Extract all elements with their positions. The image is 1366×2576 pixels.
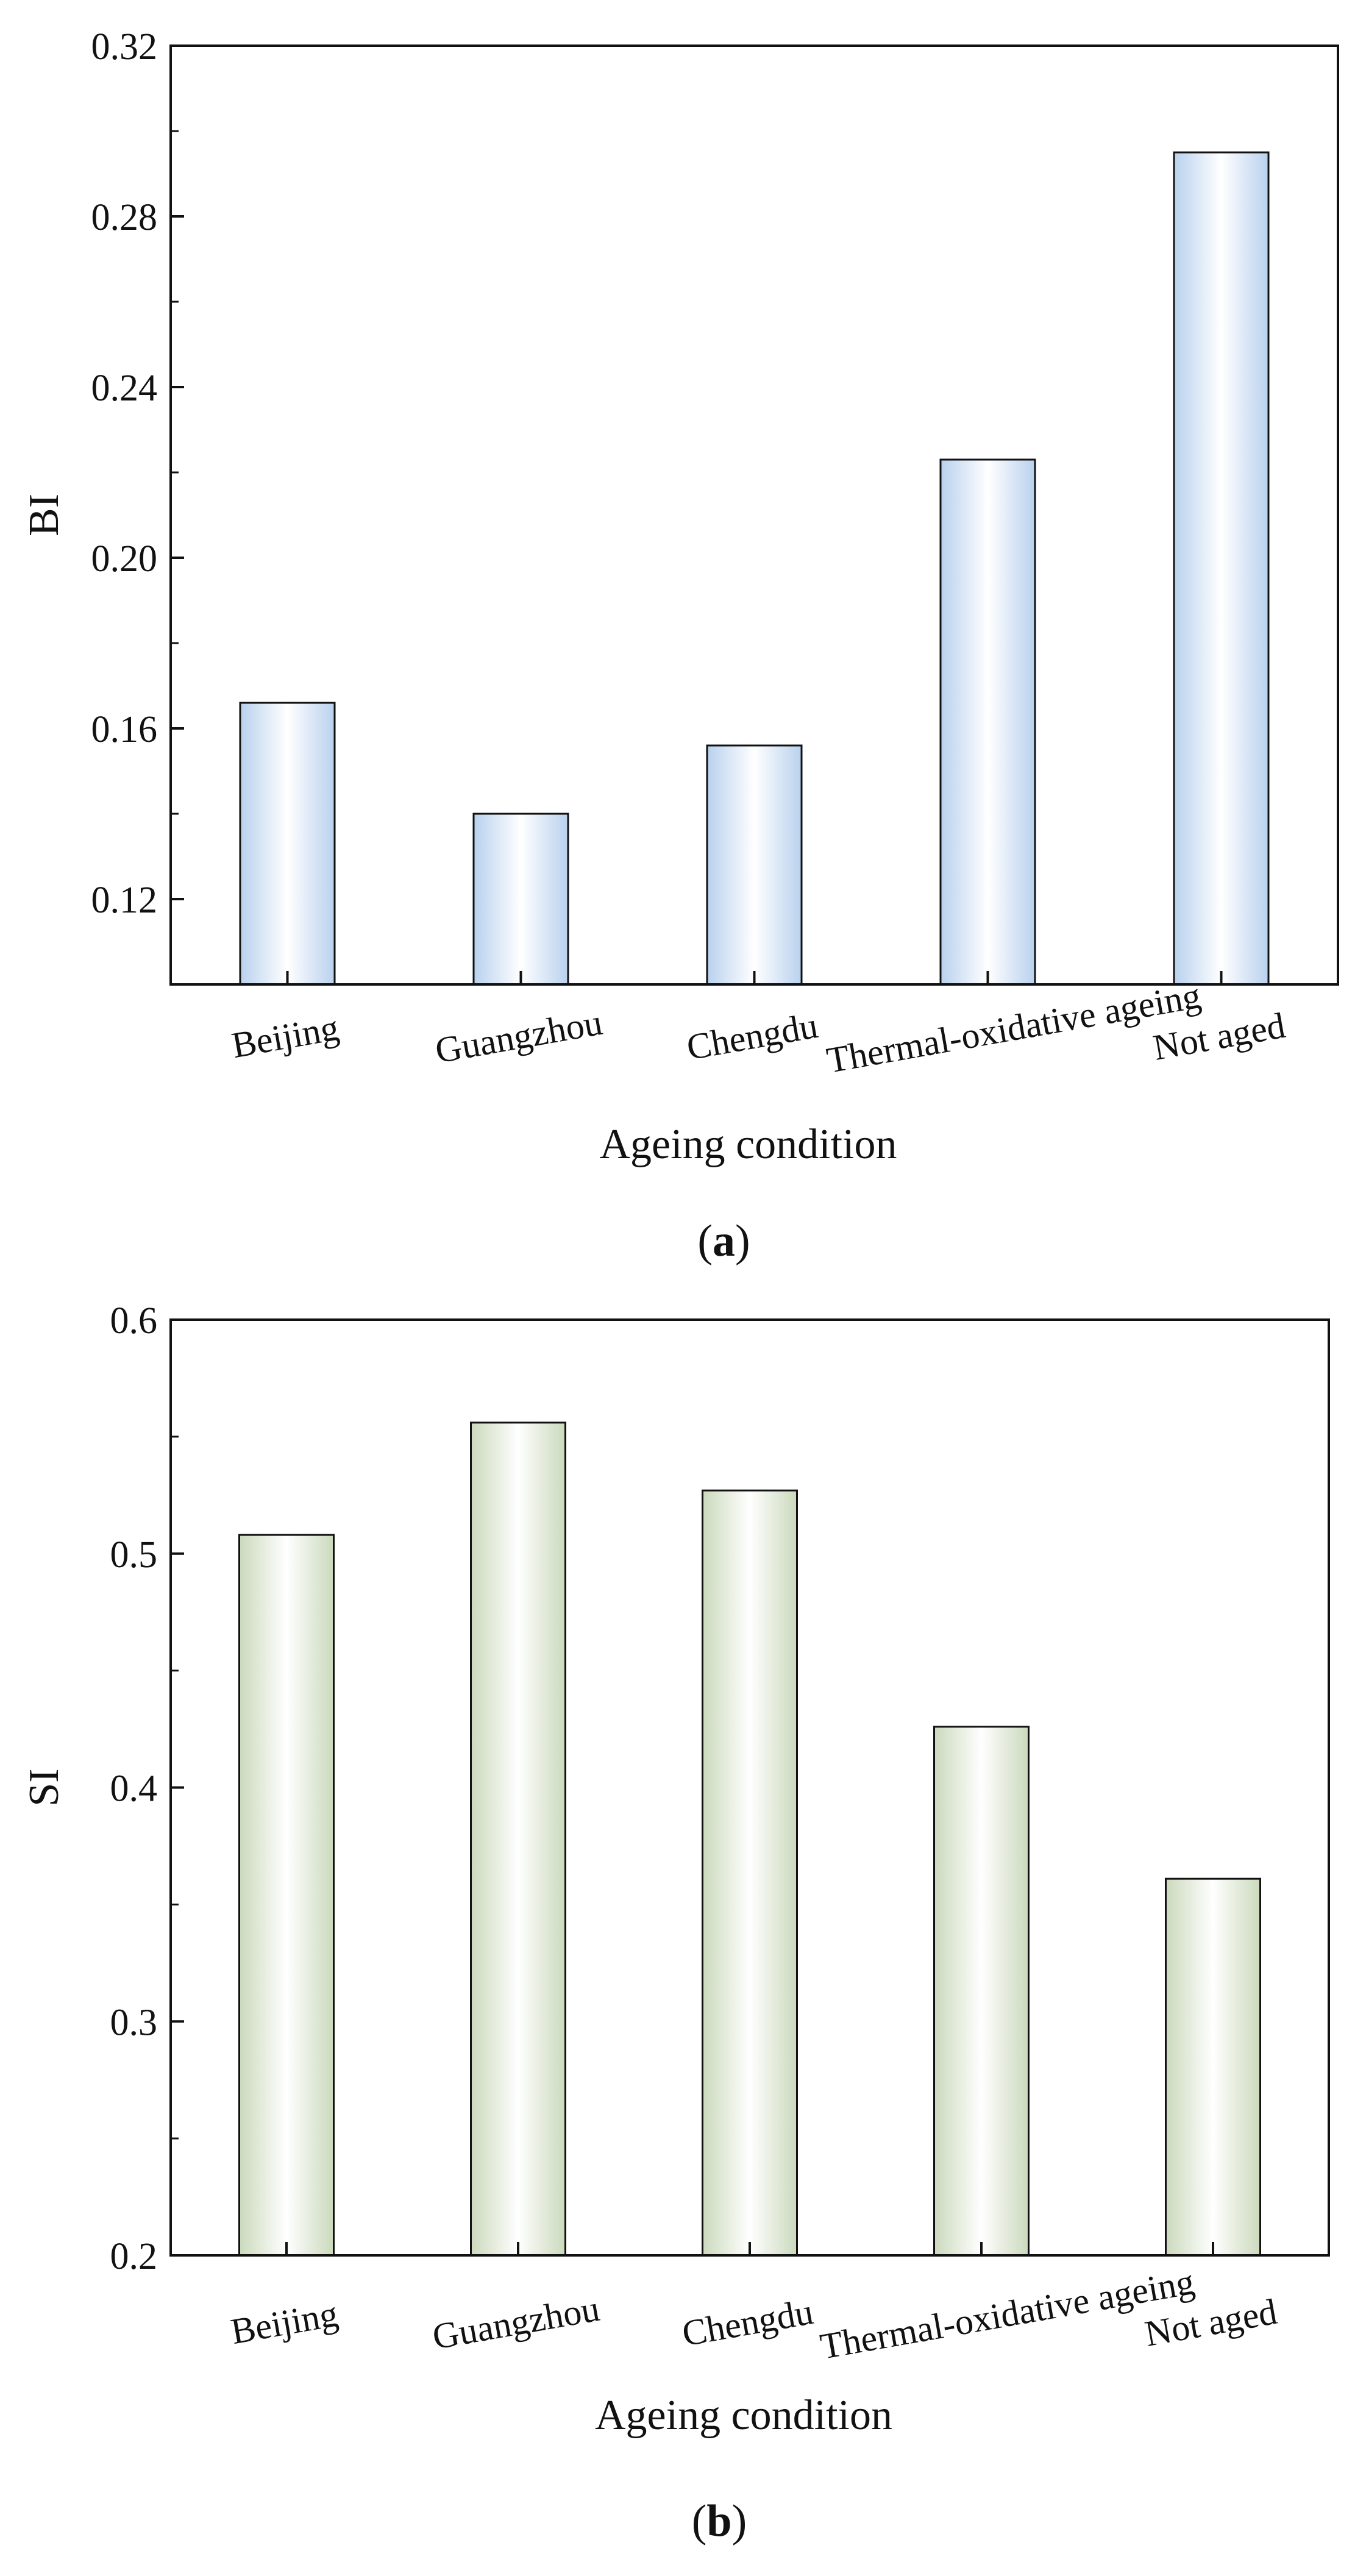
bar-chengdu bbox=[702, 1489, 798, 2257]
y-tick-label: 0.3 bbox=[110, 2002, 158, 2043]
x-tick-label: Beijing bbox=[229, 1007, 341, 1066]
y-axis-title: SI bbox=[21, 1768, 68, 1806]
x-tick-label: Chengdu bbox=[679, 2291, 816, 2354]
x-tick-label: Chengdu bbox=[684, 1005, 821, 1068]
y-tick-label: 0.24 bbox=[91, 368, 158, 409]
y-axis-title: BI bbox=[21, 494, 68, 536]
panel-letter: a bbox=[713, 1216, 735, 1266]
y-tick-label: 0.16 bbox=[91, 709, 158, 750]
y-tick-label: 0.20 bbox=[91, 538, 158, 580]
y-tick-label: 0.2 bbox=[110, 2236, 158, 2277]
y-tick-label: 0.4 bbox=[110, 1768, 158, 1810]
bar-beijing bbox=[239, 702, 336, 986]
x-tick-label: Beijing bbox=[228, 2293, 341, 2352]
bar-thermal-oxidative-ageing bbox=[939, 458, 1036, 986]
panel-caption: (a) bbox=[697, 1216, 750, 1266]
x-tick-label: Guangzhou bbox=[430, 2288, 603, 2357]
panel-caption: (b) bbox=[692, 2496, 747, 2546]
x-tick-label: Thermal-oxidative ageing bbox=[817, 2261, 1197, 2367]
chart-panel-a: 0.12 0.16 0.20 0.24 0.28 0.32 Beijing Guangzho… bbox=[21, 26, 1339, 1266]
bar-guangzhou bbox=[472, 813, 569, 986]
x-axis-title: Ageing condition bbox=[600, 1121, 897, 1168]
x-tick-label: Guangzhou bbox=[432, 1002, 605, 1071]
bar-not-aged bbox=[1173, 151, 1270, 986]
bar-chengdu bbox=[706, 744, 803, 986]
bar-beijing bbox=[238, 1534, 335, 2257]
bar-not-aged bbox=[1165, 1877, 1261, 2257]
panel-letter: b bbox=[706, 2496, 731, 2546]
x-tick-label: Thermal-oxidative ageing bbox=[824, 975, 1203, 1081]
x-axis-title: Ageing condition bbox=[595, 2392, 892, 2439]
y-tick-label: 0.28 bbox=[91, 197, 158, 238]
y-tick-label: 0.32 bbox=[91, 26, 158, 68]
bar-thermal-oxidative-ageing bbox=[933, 1726, 1030, 2257]
y-tick-label: 0.12 bbox=[91, 880, 158, 921]
bar-guangzhou bbox=[470, 1421, 566, 2257]
y-tick-label: 0.6 bbox=[110, 1300, 158, 1342]
y-tick-label: 0.5 bbox=[110, 1534, 158, 1576]
chart-panel-b: 0.2 0.3 0.4 0.5 0.6 Beijing Guangzhou Chengdu T… bbox=[21, 1300, 1330, 2546]
